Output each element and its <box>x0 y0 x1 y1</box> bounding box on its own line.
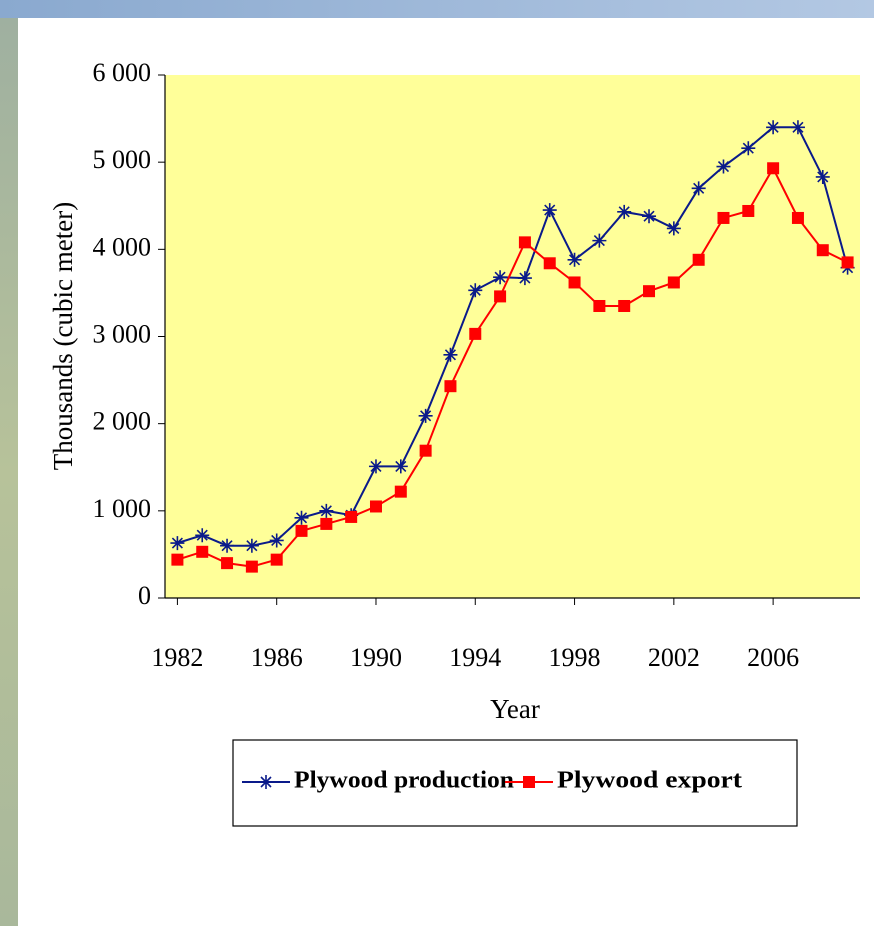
marker <box>220 538 235 553</box>
marker <box>494 290 507 303</box>
marker <box>419 444 432 457</box>
legend-label: Plywood production <box>294 768 514 794</box>
marker <box>767 162 780 175</box>
x-tick-label: 1998 <box>549 643 601 672</box>
marker <box>691 181 706 196</box>
marker <box>195 528 210 543</box>
marker <box>443 347 458 362</box>
marker <box>618 299 631 312</box>
marker <box>716 159 731 174</box>
legend-label: Plywood export <box>557 768 742 794</box>
y-axis-title: Thousands (cubic meter) <box>48 202 78 470</box>
y-tick-label: 1 000 <box>93 494 152 523</box>
x-tick-label: 1994 <box>449 643 501 672</box>
marker <box>245 560 258 573</box>
marker <box>269 533 284 548</box>
series-line <box>177 166 849 568</box>
marker <box>742 204 755 217</box>
legend-marker <box>259 775 273 789</box>
marker <box>294 510 309 525</box>
y-tick-label: 2 000 <box>93 407 152 436</box>
marker <box>444 380 457 393</box>
marker <box>468 283 483 298</box>
marker <box>666 221 681 236</box>
marker <box>717 211 730 224</box>
marker <box>319 503 334 518</box>
marker <box>393 459 408 474</box>
marker <box>295 524 308 537</box>
marker <box>394 485 407 498</box>
marker <box>667 276 680 289</box>
series-line <box>177 126 849 547</box>
marker <box>171 553 184 566</box>
marker <box>766 120 781 135</box>
marker <box>270 553 283 566</box>
marker <box>517 271 532 286</box>
marker <box>221 557 234 570</box>
marker <box>643 285 656 298</box>
y-tick-label: 0 <box>138 581 151 610</box>
marker <box>816 244 829 257</box>
y-tick-label: 4 000 <box>93 232 152 261</box>
marker <box>568 276 581 289</box>
x-tick-label: 1986 <box>251 643 303 672</box>
y-tick-label: 6 000 <box>93 58 152 87</box>
y-tick-label: 3 000 <box>93 319 152 348</box>
marker <box>493 270 508 285</box>
marker <box>791 211 804 224</box>
top-band <box>0 0 874 18</box>
marker <box>841 256 854 269</box>
left-band <box>0 18 18 926</box>
marker <box>642 209 657 224</box>
marker <box>741 141 756 156</box>
x-tick-label: 1990 <box>350 643 402 672</box>
y-tick-label: 5 000 <box>93 145 152 174</box>
marker <box>542 203 557 218</box>
marker <box>567 252 582 267</box>
marker <box>170 536 185 551</box>
marker <box>418 408 433 423</box>
marker <box>368 459 383 474</box>
marker <box>790 120 805 135</box>
marker <box>617 204 632 219</box>
marker <box>518 236 531 249</box>
x-tick-label: 2002 <box>648 643 700 672</box>
marker <box>469 327 482 340</box>
marker <box>320 517 333 530</box>
x-axis-title: Year <box>490 694 540 724</box>
marker <box>244 538 259 553</box>
marker <box>369 500 382 513</box>
marker <box>815 169 830 184</box>
marker <box>593 299 606 312</box>
marker <box>592 233 607 248</box>
legend-marker <box>523 776 535 788</box>
marker <box>543 257 556 270</box>
marker <box>692 253 705 266</box>
marker <box>196 545 209 558</box>
x-tick-label: 2006 <box>747 643 799 672</box>
marker <box>345 510 358 523</box>
plot-area <box>165 75 860 598</box>
x-tick-label: 1982 <box>151 643 203 672</box>
